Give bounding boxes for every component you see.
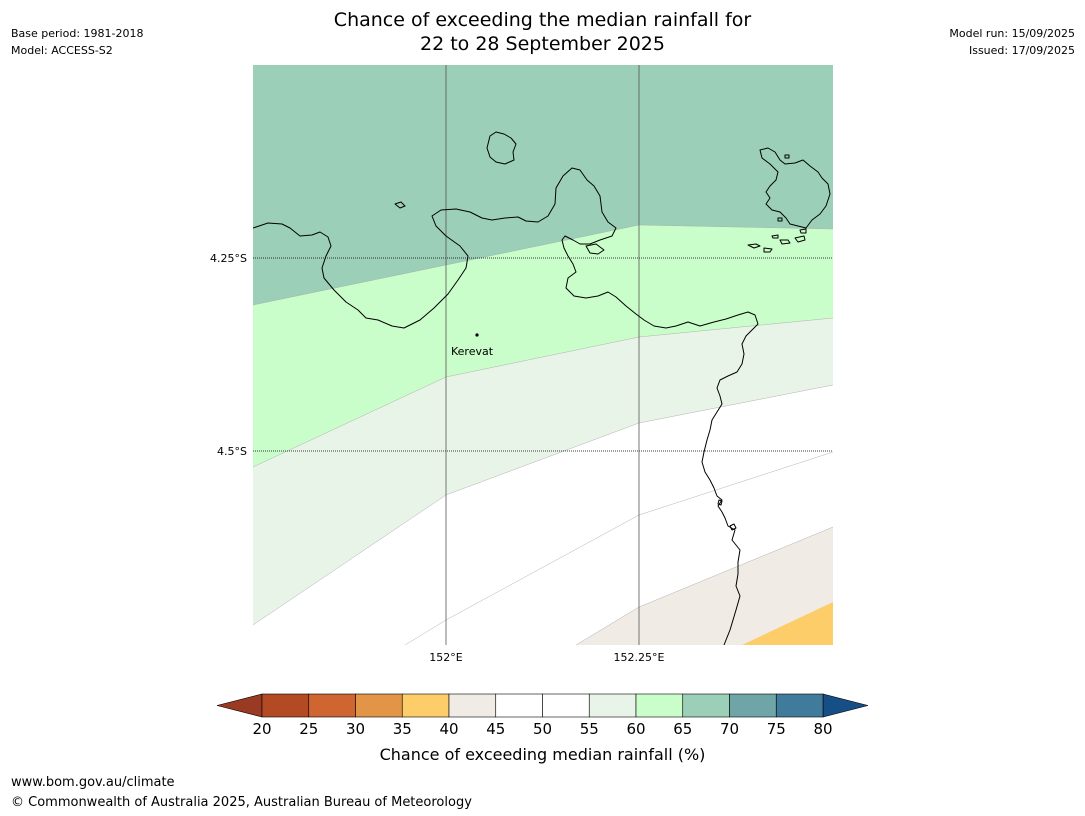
coastline-bay-north [759,147,831,229]
coastline-islet-east-4 [794,235,806,243]
colorbar-swatch-35 [401,693,450,718]
coastline-islet-southmost [717,499,723,506]
colorbar-tick-label: 65 [673,720,693,738]
contour-line-1 [253,224,833,306]
colorbar-swatch-55 [588,693,637,718]
colorbar-tick-label: 60 [626,720,646,738]
title-line-2: 22 to 28 September 2025 [420,33,665,55]
colorbar-swatch-60 [635,693,684,718]
colorbar-tick-label: 20 [252,720,272,738]
probability-fill [253,65,833,645]
coastline-islet-east-5 [799,228,807,234]
colorbar-tick-label: 55 [579,720,599,738]
coastline-islet-north-dot [784,154,790,159]
colorbar-tick-label: 75 [766,720,786,738]
kerevat-label: Kerevat [451,345,494,358]
model-run: Model run: 15/09/2025 [949,27,1075,40]
band-65-70 [253,65,833,305]
colorbar [216,693,869,718]
contour-line-4 [404,451,833,645]
title-line-1: Chance of exceeding the median rainfall … [333,9,752,31]
model-name: Model: ACCESS-S2 [11,44,113,57]
coastline-islet-south [729,523,737,531]
colorbar-swatch-40 [448,693,497,718]
base-info: Base period: 1981-2018 Model: ACCESS-S2 [11,25,143,59]
coastline-islet-west [394,201,406,209]
coastline-islet-north-dot-2 [777,217,783,222]
coastline-islet-east-1 [747,243,761,249]
footer-copyright: © Commonwealth of Australia 2025, Austra… [11,795,472,810]
coastline-island-north [486,131,517,165]
contour-line-3 [253,384,833,626]
kerevat-marker [475,333,479,337]
footer-url: www.bom.gov.au/climate [11,775,175,790]
coastline-islet-east-2 [763,247,773,253]
coastline-islet-inner [585,243,605,255]
colorbar-swatch-25 [308,693,356,718]
footer: www.bom.gov.au/climate © Commonwealth of… [11,773,472,813]
band-60-65 [253,225,833,467]
lat-label-4-5: 4.5°S [217,445,247,458]
colorbar-tick-label: 80 [813,720,833,738]
band-55-60 [253,318,833,625]
base-period: Base period: 1981-2018 [11,27,144,40]
colorbar-over-arrow [822,693,869,718]
band-40-45 [576,527,833,645]
colorbar-swatch-20 [261,693,310,718]
band-35-40 [742,602,833,645]
colorbar-tick-label: 35 [392,720,412,738]
colorbar-swatch-45 [495,693,543,718]
colorbar-under-arrow [216,693,263,718]
colorbar-tick-label: 45 [486,720,506,738]
colorbar-swatch-30 [355,693,403,718]
map-title: Chance of exceeding the median rainfall … [0,8,1085,56]
coastline-islet-mid [771,234,779,239]
colorbar-swatch-75 [775,693,824,718]
lat-label-4-25: 4.25°S [210,252,247,265]
colorbar-swatch-70 [729,693,777,718]
coastline-islet-east-3 [779,239,791,245]
colorbar-tick-label: 70 [719,720,740,738]
issued-date: Issued: 17/09/2025 [968,44,1075,57]
graticule [253,65,833,645]
colorbar-swatch-65 [682,693,730,718]
coastline-main [253,167,759,645]
contour-line-2 [253,317,833,468]
colorbar-swatch-50 [542,693,590,718]
run-info: Model run: 15/09/2025 Issued: 17/09/2025 [949,25,1075,59]
colorbar-tick-label: 30 [345,720,366,738]
colorbar-tick-label: 40 [439,720,459,738]
colorbar-tick-label: 50 [532,720,553,738]
colorbar-tick-label: 25 [299,720,319,738]
lon-label-152: 152°E [429,651,462,664]
lon-label-152-25: 152.25°E [614,651,665,664]
colorbar-title: Chance of exceeding median rainfall (%) [379,745,706,764]
coastline [253,131,831,645]
